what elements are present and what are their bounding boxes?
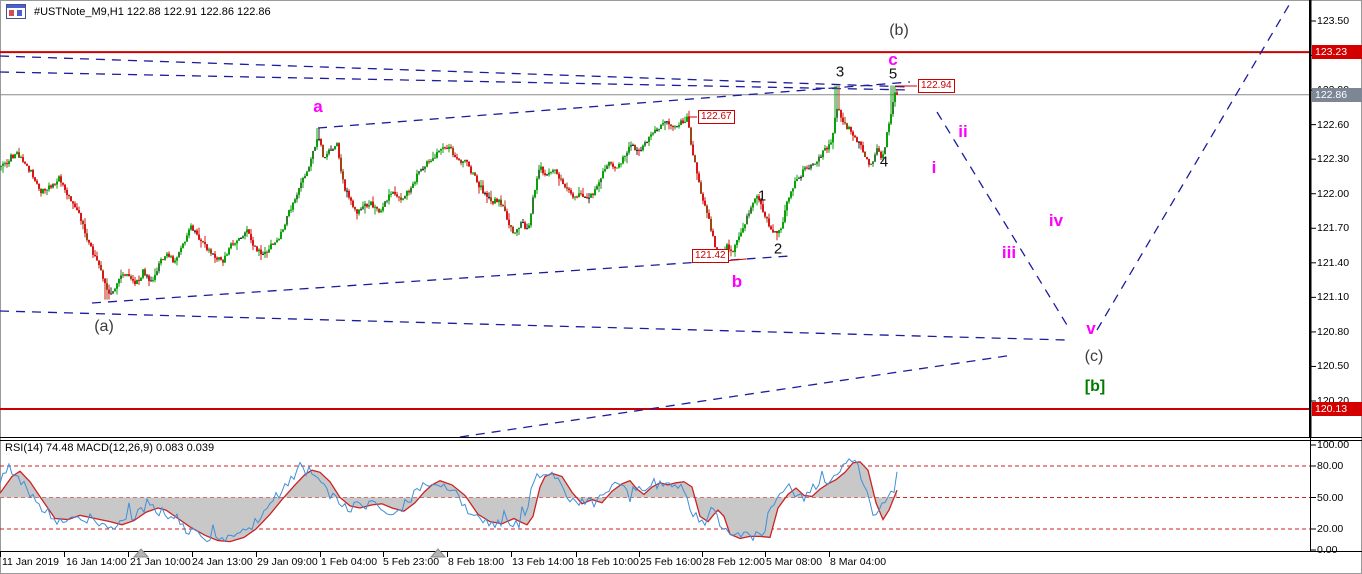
wave-label-i: i [931,158,937,177]
indicator-axis-tick: 0.00 [1317,544,1338,556]
price-axis-tick: 121.10 [1317,291,1350,304]
wave-label-b: (b) [889,22,909,40]
wave-label-v: v [1086,319,1096,338]
scroll-position-marker[interactable] [429,548,447,558]
price-tag-122.67: 122.67 [698,110,735,124]
wave-label-1: 1 [757,187,767,205]
scroll-position-marker[interactable] [132,548,150,558]
price-badge-120.13: 120.13 [1312,402,1362,417]
borders-layer [0,0,1362,557]
price-tag-121.42: 121.42 [692,249,729,263]
price-badge-122.86: 122.86 [1312,87,1362,102]
time-axis-label: 1 Feb 04:00 [321,556,378,568]
indicator-axis-tick: 50.00 [1317,491,1344,504]
indicator-axis-tick: 20.00 [1317,523,1344,535]
candles-layer [0,85,898,300]
price-tag-122.94: 122.94 [918,79,955,93]
time-axis-label: 5 Mar 08:00 [766,556,823,568]
wave-label-iv: iv [1048,211,1064,230]
time-axis-label: 16 Jan 14:00 [66,556,127,568]
wave-label-b: [b] [1084,378,1106,396]
wave-label-a: a [313,97,323,116]
price-axis-tick: 121.70 [1317,222,1350,235]
price-axis-tick: 120.80 [1317,325,1350,338]
time-axis-label: 18 Feb 10:00 [577,556,639,568]
trendlines-layer [0,0,1293,438]
wave-label-iii: iii [1001,243,1017,262]
price-axis-tick: 120.50 [1317,360,1350,373]
time-axis-label: 13 Feb 14:00 [512,556,574,568]
level-lines-layer [0,51,1310,411]
time-axis-label: 8 Mar 04:00 [830,556,887,568]
wave-label-c: (c) [1084,348,1104,366]
time-axis-label: 11 Jan 2019 [2,556,60,568]
indicator-layer [0,458,1310,543]
time-axis-label: 28 Feb 12:00 [703,556,765,568]
wave-label-2: 2 [773,240,783,258]
time-axis-label: 29 Jan 09:00 [257,556,318,568]
wave-label-a: (a) [94,318,114,336]
time-axis-label: 25 Feb 16:00 [640,556,702,568]
wave-label-ii: ii [958,122,968,141]
price-badge-123.23: 123.23 [1312,45,1362,60]
indicator-axis-tick: 80.00 [1317,460,1344,472]
indicator-parameters-label: RSI(14) 74.48 MACD(12,26,9) 0.083 0.039 [5,442,215,454]
price-axis-tick: 123.50 [1317,15,1350,27]
time-axis-label: 8 Feb 18:00 [448,556,505,568]
indicator-axis-tick: 100.00 [1317,439,1350,451]
price-axis-tick: 122.00 [1317,187,1350,200]
wave-label-c: c [888,50,898,69]
chart-icon [6,4,26,19]
price-axis-tick: 122.60 [1317,118,1350,131]
chart-title-bar: #USTNote_M9,H1 122.88 122.91 122.86 122.… [6,4,271,19]
scrollbar-layer [132,548,447,558]
price-axis-tick: 121.40 [1317,256,1350,269]
time-axis-label: 5 Feb 23:00 [383,556,440,568]
chart-title: #USTNote_M9,H1 122.88 122.91 122.86 122.… [34,5,271,18]
wave-label-4: 4 [879,153,889,171]
time-axis-label: 24 Jan 13:00 [192,556,253,568]
price-axis-tick: 122.30 [1317,153,1350,166]
wave-label-b: b [731,272,743,291]
wave-label-3: 3 [835,63,845,81]
wave-label-5: 5 [888,65,898,83]
time-axis-label: 21 Jan 10:00 [130,556,191,568]
